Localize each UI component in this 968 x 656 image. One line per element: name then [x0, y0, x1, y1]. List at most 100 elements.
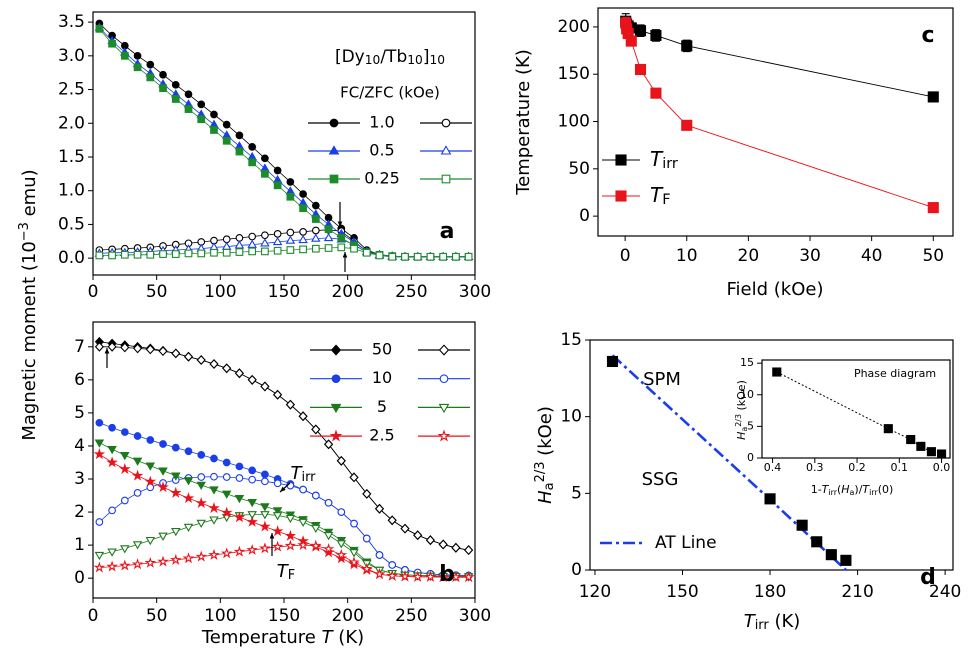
marker — [222, 458, 231, 467]
marker — [464, 545, 474, 556]
y-tick-label: 10 — [740, 388, 754, 401]
text-part: 1- — [811, 483, 822, 496]
marker — [388, 252, 397, 261]
y-tick-label: 150 — [558, 64, 590, 84]
marker — [183, 523, 194, 533]
text-part: 10 — [407, 53, 423, 67]
marker — [182, 492, 195, 504]
y-tick-label: 0 — [747, 451, 754, 464]
marker — [183, 477, 194, 486]
marker — [286, 192, 295, 201]
text-part: 10 — [365, 53, 381, 67]
marker — [261, 169, 269, 178]
marker — [606, 355, 619, 368]
text-part: T — [650, 183, 664, 207]
legend-marker — [441, 174, 451, 184]
text-part: H — [735, 432, 748, 440]
marker — [273, 389, 283, 400]
text-part: irr — [828, 488, 837, 497]
legend-marker — [331, 374, 341, 384]
legend-marker — [437, 429, 451, 442]
x-tick-label: 120 — [579, 582, 611, 602]
text-part: T — [862, 483, 870, 496]
marker — [133, 63, 142, 72]
marker — [197, 451, 206, 459]
marker — [108, 39, 116, 48]
marker — [259, 542, 271, 554]
marker — [298, 234, 308, 244]
marker — [285, 514, 296, 524]
x-tick-label: 150 — [666, 582, 698, 602]
legend-label: AT Line — [655, 533, 717, 553]
marker — [210, 472, 218, 481]
marker — [297, 539, 309, 550]
marker — [209, 516, 219, 525]
marker — [299, 190, 307, 198]
plot-frame — [92, 11, 476, 276]
marker — [350, 519, 358, 528]
marker — [197, 100, 206, 109]
x-tick-label: 300 — [459, 282, 491, 302]
x-tick-label: 150 — [268, 606, 300, 626]
marker — [171, 443, 180, 452]
marker — [324, 498, 333, 507]
marker — [120, 545, 130, 554]
marker — [927, 91, 939, 103]
marker — [197, 115, 206, 124]
text-part: irr — [301, 470, 316, 485]
marker — [158, 532, 168, 541]
legend-title: FC/ZFC (kOe) — [340, 84, 440, 102]
panel-label: c — [921, 23, 934, 48]
marker — [171, 95, 180, 103]
marker — [95, 518, 104, 526]
legend-marker — [330, 344, 342, 356]
marker — [221, 490, 232, 499]
marker — [413, 530, 423, 541]
chart-title: [Dy10/Tb10]10 — [335, 47, 445, 67]
legend-label: 2.5 — [369, 426, 394, 445]
marker — [259, 520, 271, 532]
text-part: F — [288, 568, 295, 583]
marker — [133, 489, 142, 497]
y-tick-label: 100 — [558, 112, 590, 132]
x-tick-label: 150 — [268, 282, 300, 302]
marker — [145, 536, 156, 546]
x-tick-label: 0.4 — [764, 461, 782, 474]
marker — [184, 249, 193, 258]
marker — [171, 250, 180, 258]
marker — [248, 143, 257, 151]
marker — [311, 524, 321, 534]
marker — [106, 560, 118, 572]
marker — [374, 503, 385, 514]
text-part: irr — [662, 156, 678, 172]
marker — [273, 230, 282, 238]
marker — [120, 342, 130, 353]
text-part: T — [322, 627, 335, 648]
x-tick-label: 180 — [754, 582, 786, 602]
marker — [95, 418, 104, 427]
y-tick-label: 10 — [560, 407, 582, 427]
marker — [222, 248, 231, 257]
marker — [131, 469, 144, 481]
marker — [348, 556, 360, 568]
annotation: TF — [277, 561, 295, 583]
marker — [322, 546, 335, 558]
marker — [210, 248, 218, 257]
x-axis-label: Temperature T (K) — [201, 627, 364, 648]
marker — [772, 367, 782, 377]
marker — [182, 552, 195, 564]
marker — [260, 381, 270, 392]
text-part: irr — [755, 618, 770, 633]
marker — [145, 344, 155, 355]
y-tick-label: 5 — [74, 403, 85, 423]
marker — [271, 540, 284, 552]
marker — [248, 158, 257, 167]
marker — [825, 549, 837, 561]
text-part: emu) — [19, 169, 40, 222]
marker — [273, 166, 282, 175]
marker — [634, 63, 647, 76]
x-tick-label: 200 — [331, 606, 363, 626]
marker — [146, 250, 155, 259]
marker — [144, 557, 157, 568]
marker — [171, 528, 181, 537]
